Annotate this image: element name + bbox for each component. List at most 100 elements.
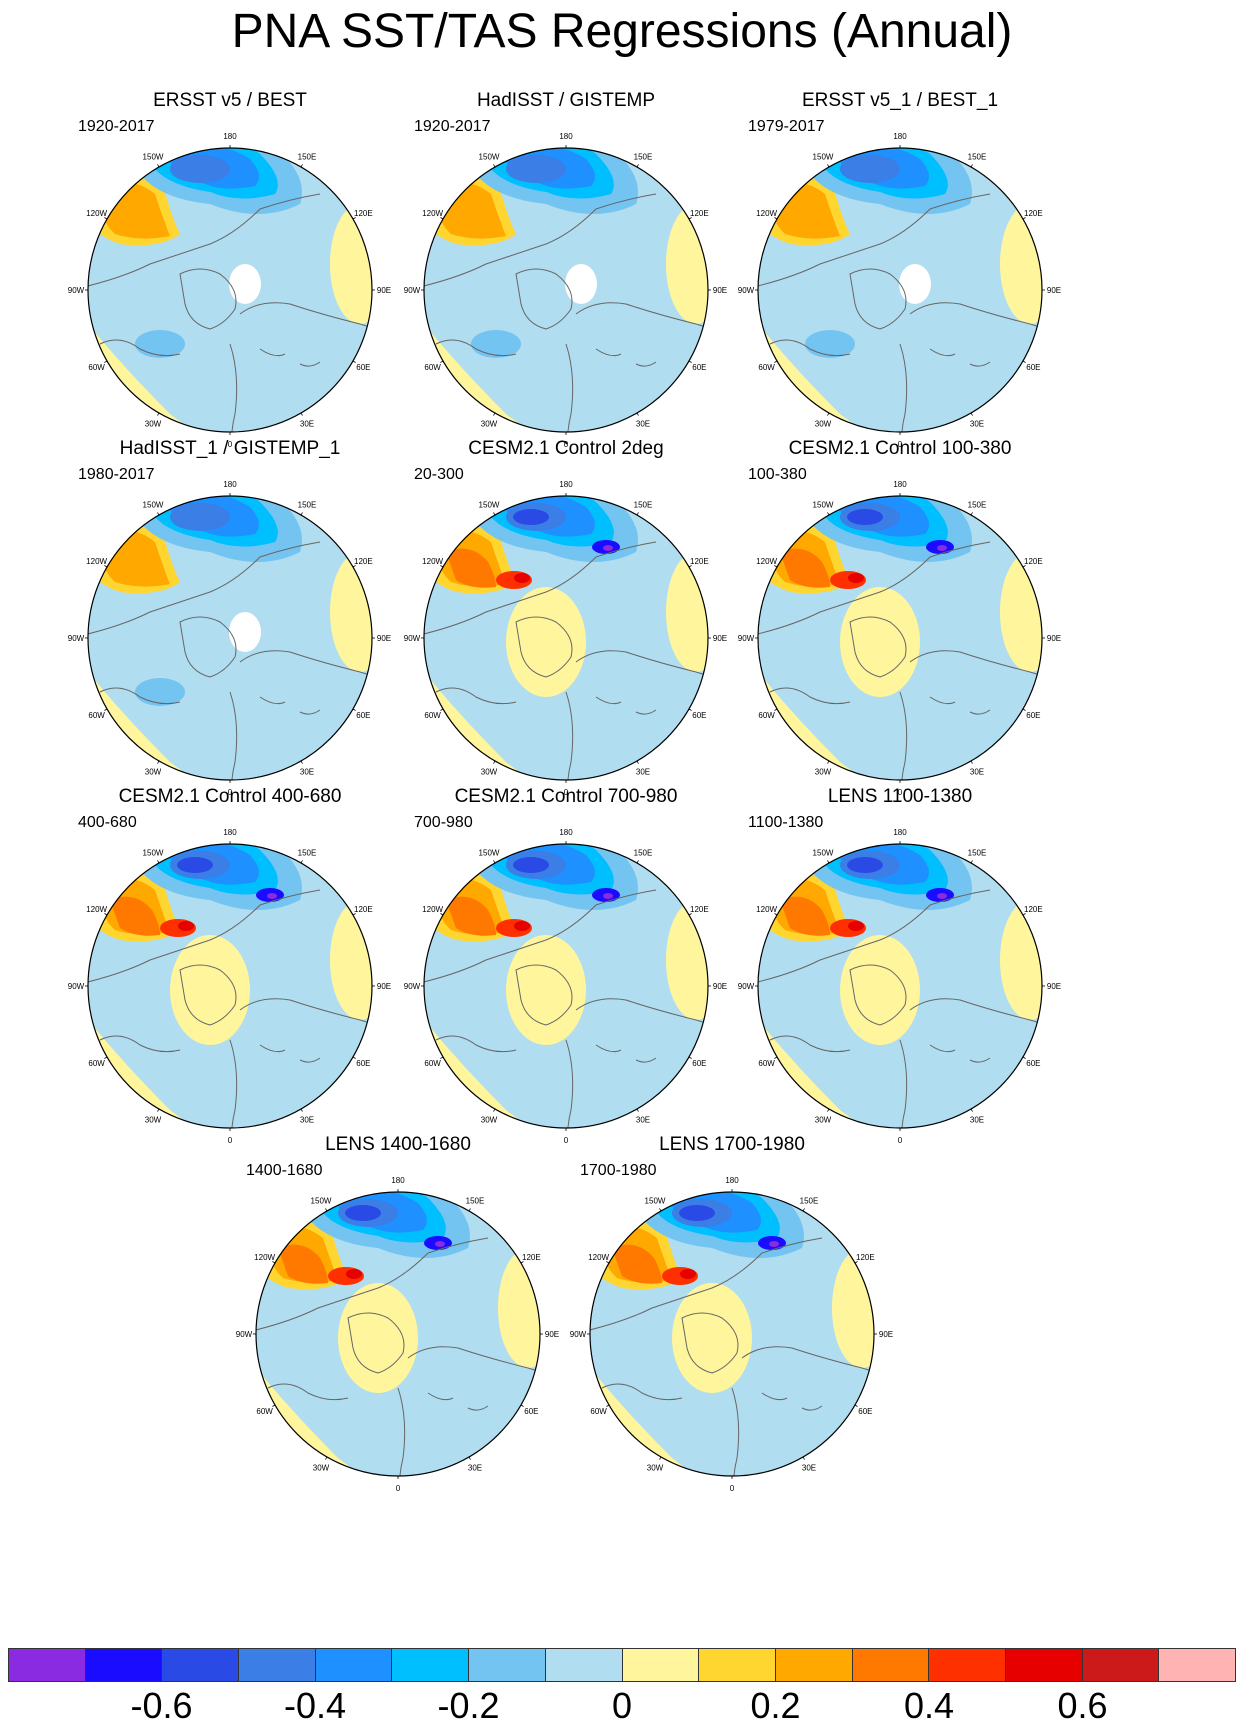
coastlines (758, 541, 1042, 780)
colorbar-swatch (1159, 1649, 1235, 1681)
longitude-label: 120W (254, 1253, 275, 1262)
longitude-label: 180 (391, 1176, 405, 1185)
colorbar (8, 1648, 1236, 1682)
longitude-label: 90E (1047, 982, 1061, 991)
longitude-label: 0 (564, 440, 569, 449)
colorbar-tick-label: -0.6 (130, 1685, 193, 1726)
longitude-label: 150W (311, 1197, 332, 1206)
map-panel: LENS 1700-1980 180 150E 120E 90E 60E 30E 0 30W 60… (562, 1134, 902, 1494)
longitude-label: 150W (479, 153, 500, 162)
longitude-label: 180 (893, 480, 907, 489)
longitude-label: 120E (1024, 905, 1043, 914)
colorbar-swatch (1005, 1649, 1083, 1681)
panel-period: 20-300 (414, 466, 464, 483)
map-panel: LENS 1400-1680 180 150E 120E 90E 60E 30E 0 30W 60… (228, 1134, 568, 1494)
longitude-label: 90E (1047, 634, 1061, 643)
longitude-label: 120E (1024, 557, 1043, 566)
longitude-label: 90W (404, 982, 421, 991)
longitude-label: 0 (228, 788, 233, 797)
map-panel: ERSST v5_1 / BEST_1 180 150E 120E 90E 60E 30E 0… (730, 90, 1070, 450)
longitude-label: 90E (377, 982, 391, 991)
polar-map: 180 150E 120E 90E 60E 30E 0 30W 60W 90W 120W 150W (738, 480, 1061, 797)
longitude-label: 90E (713, 634, 727, 643)
longitude-label: 30E (468, 1463, 482, 1472)
longitude-label: 30W (481, 419, 498, 428)
longitude-label: 90E (879, 1330, 893, 1339)
map-panel: CESM2.1 Control 2deg 180 150E 120E 90E 60E 30E… (396, 438, 736, 798)
panel-period: 1979-2017 (748, 118, 825, 135)
longitude-label: 0 (228, 440, 233, 449)
longitude-label: 30E (300, 1115, 314, 1124)
colorbar-tick-label: -0.2 (437, 1685, 500, 1726)
colorbar-swatch (9, 1649, 86, 1681)
longitude-label: 120E (690, 209, 709, 218)
colorbar-swatch (929, 1649, 1006, 1681)
longitude-label: 120W (86, 209, 107, 218)
coastlines (758, 193, 1042, 432)
longitude-label: 180 (725, 1176, 739, 1185)
longitude-label: 30E (970, 1115, 984, 1124)
longitude-label: 150W (479, 849, 500, 858)
panel-title: CESM2.1 Control 700-980 (454, 786, 678, 807)
panel-title: ERSST v5_1 / BEST_1 (801, 90, 999, 111)
longitude-label: 30W (145, 419, 162, 428)
longitude-label: 120E (856, 1253, 875, 1262)
regression-field (88, 844, 372, 1128)
map-panel: HadISST / GISTEMP 180 150E 120E 90E 60E 30E 0 30… (396, 90, 736, 450)
longitude-label: 120W (86, 557, 107, 566)
longitude-label: 60W (758, 1059, 775, 1068)
longitude-label: 120W (588, 1253, 609, 1262)
longitude-label: 60W (256, 1407, 273, 1416)
longitude-label: 120E (354, 905, 373, 914)
coastlines (88, 193, 372, 432)
longitude-label: 0 (898, 788, 903, 797)
longitude-label: 60W (590, 1407, 607, 1416)
longitude-label: 180 (559, 828, 573, 837)
panel-period: 1920-2017 (78, 118, 155, 135)
colorbar-tick-label: 0.4 (903, 1685, 955, 1726)
longitude-label: 60E (692, 711, 706, 720)
longitude-label: 120W (422, 209, 443, 218)
longitude-label: 90W (738, 286, 755, 295)
regression-field (88, 148, 372, 432)
longitude-label: 120E (522, 1253, 541, 1262)
longitude-label: 90E (377, 634, 391, 643)
longitude-label: 0 (564, 788, 569, 797)
longitude-label: 90E (713, 982, 727, 991)
map-panel: CESM2.1 Control 700-980 180 150E 120E 90E 60E… (396, 786, 736, 1146)
map-panel: HadISST_1 / GISTEMP_1 180 150E 120E 90E 60E 30… (60, 438, 400, 798)
panel-period: 400-680 (78, 814, 137, 831)
longitude-label: 150E (634, 153, 653, 162)
longitude-label: 60E (692, 363, 706, 372)
longitude-label: 60E (1026, 363, 1040, 372)
longitude-label: 150E (298, 153, 317, 162)
longitude-label: 60W (424, 363, 441, 372)
longitude-label: 30E (636, 1115, 650, 1124)
coastlines (590, 1237, 874, 1476)
colorbar-swatch (239, 1649, 316, 1681)
map-panel: LENS 1100-1380 180 150E 120E 90E 60E 30E 0 30W 60… (730, 786, 1070, 1146)
longitude-label: 30E (970, 419, 984, 428)
longitude-label: 30W (313, 1463, 330, 1472)
colorbar-swatch (315, 1649, 393, 1681)
longitude-label: 120W (86, 905, 107, 914)
panel-title: ERSST v5 / BEST (153, 90, 307, 111)
longitude-label: 60W (424, 711, 441, 720)
longitude-label: 90E (1047, 286, 1061, 295)
polar-map: 180 150E 120E 90E 60E 30E 0 30W 60W 90W 120W 150W (404, 132, 727, 449)
polar-map: 180 150E 120E 90E 60E 30E 0 30W 60W 90W 120W 150W (738, 828, 1061, 1145)
regression-field (424, 148, 708, 432)
colorbar-swatch (852, 1649, 930, 1681)
longitude-label: 120E (354, 557, 373, 566)
longitude-label: 120W (756, 905, 777, 914)
longitude-label: 30E (636, 767, 650, 776)
longitude-label: 30W (145, 1115, 162, 1124)
coastlines (424, 541, 708, 780)
longitude-label: 150E (466, 1197, 485, 1206)
longitude-label: 150E (298, 849, 317, 858)
longitude-label: 150W (143, 849, 164, 858)
panel-title: HadISST / GISTEMP (476, 90, 656, 111)
longitude-label: 120W (756, 557, 777, 566)
longitude-label: 150E (968, 501, 987, 510)
colorbar-tick-label: -0.4 (283, 1685, 347, 1726)
